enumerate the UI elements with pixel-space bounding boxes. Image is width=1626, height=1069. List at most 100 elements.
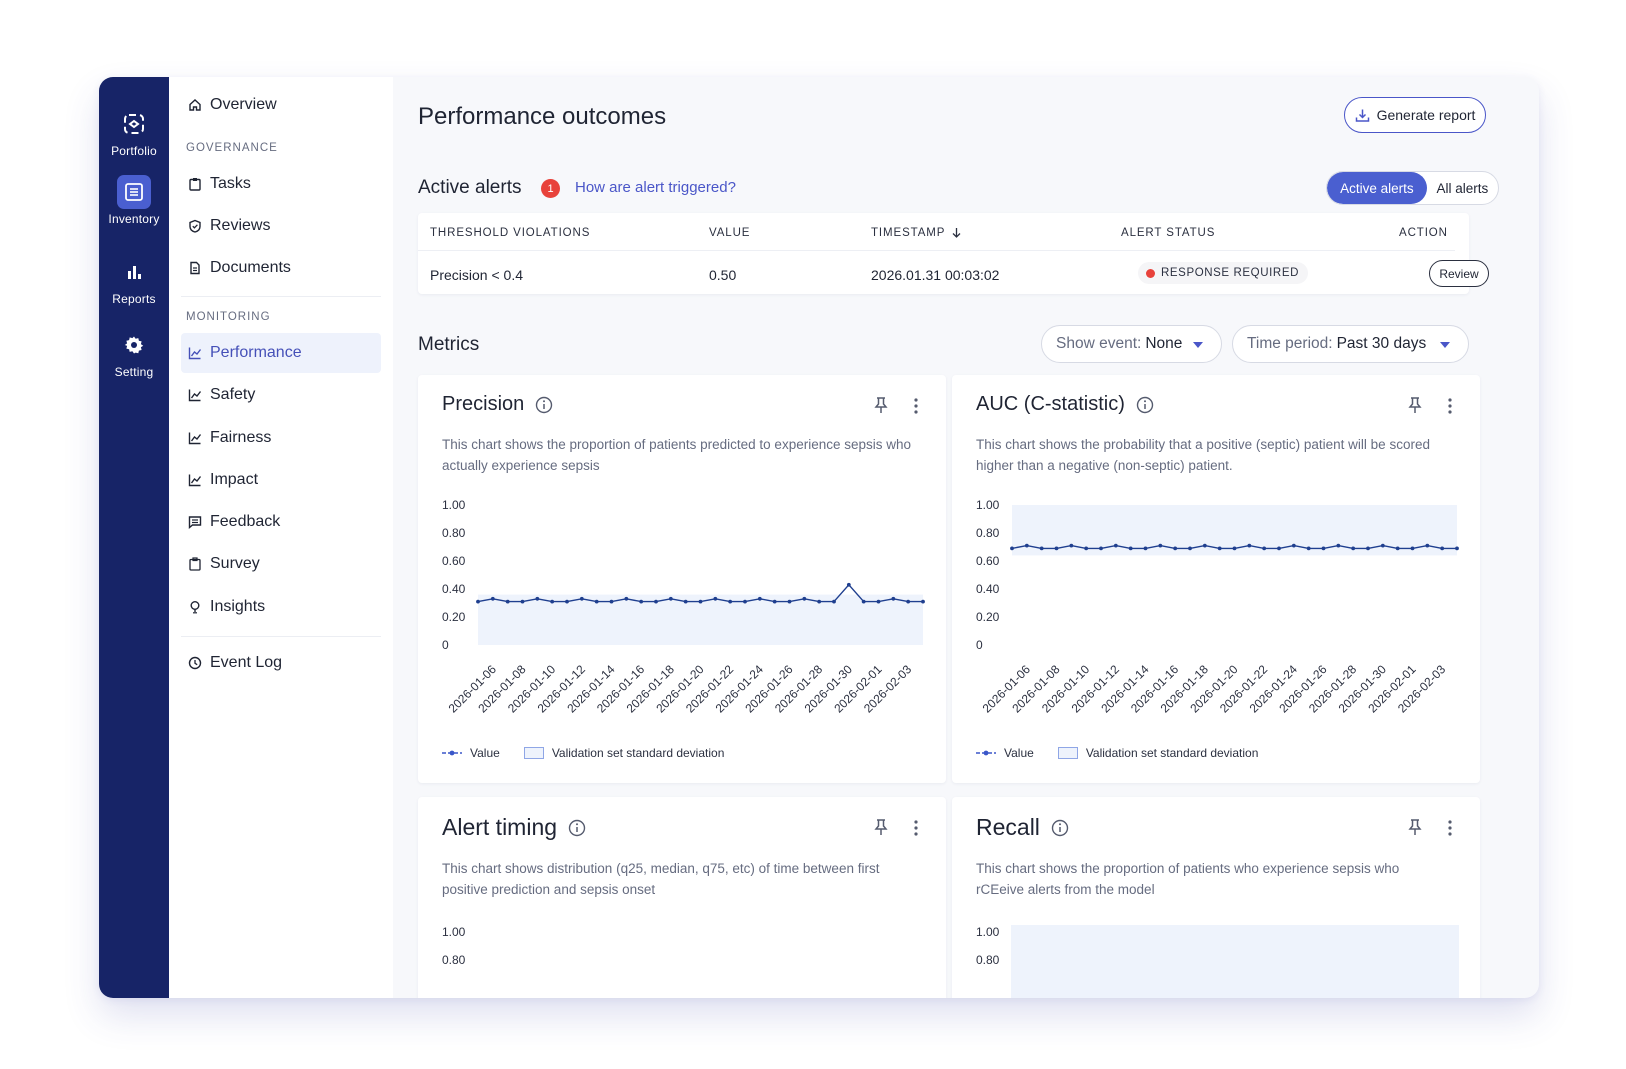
chevron-down-icon [1193,342,1203,348]
nav-item-reviews[interactable]: Reviews [181,206,381,246]
nav-item-performance[interactable]: Performance [181,333,381,373]
info-icon[interactable] [535,396,553,414]
active-alerts-title: Active alerts [418,177,522,198]
value-point [1425,543,1430,548]
sort-arrow-down-icon[interactable] [951,227,962,239]
value-point [1084,546,1089,551]
time-period-dropdown[interactable]: Time period: Past 30 days [1232,325,1469,363]
toggle-active-alerts[interactable]: Active alerts [1327,172,1427,204]
value-point [1247,543,1252,548]
card-description: This chart shows distribution (q25, medi… [442,861,880,897]
review-button[interactable]: Review [1429,260,1489,287]
alert-help-link[interactable]: How are alert triggered? [575,179,736,196]
info-icon[interactable] [568,819,586,837]
chart-legend: Value Validation set standard deviation [976,746,1258,760]
value-point [891,596,896,601]
value-point [520,599,525,604]
value-point [861,599,866,604]
value-point [1291,543,1296,548]
legend-value-swatch [976,748,996,758]
alerts-table: THRESHOLD VIOLATIONS VALUE TIMESTAMP ALE… [418,213,1489,294]
value-point [1440,546,1445,551]
value-point [921,599,925,604]
status-dot-icon [1146,268,1155,278]
card-title-label: Recall [976,814,1040,840]
legend-value-label: Value [470,746,500,760]
show-event-dropdown[interactable]: Show event: None [1041,325,1222,363]
more-vertical-icon[interactable] [908,819,924,837]
more-vertical-icon[interactable] [1442,819,1458,837]
nav-item-fairness[interactable]: Fairness [181,418,381,458]
card-title-label: AUC (C-statistic) [976,393,1125,415]
y-tick-label: 0.60 [442,554,466,568]
pin-icon[interactable] [1407,818,1423,836]
column-header-label: ACTION [1399,227,1448,239]
nav-divider [181,296,381,297]
cell-value: 0.50 [709,267,737,283]
status-label: RESPONSE REQUIRED [1161,267,1300,279]
nav-item-overview[interactable]: Overview [181,85,381,125]
nav-label-performance: Performance [210,344,302,361]
y-tick-label: 0.40 [442,582,466,596]
rail-item-reports[interactable]: Reports [99,255,169,306]
nav-item-event-log[interactable]: Event Log [181,643,381,683]
info-icon[interactable] [1136,396,1154,414]
value-point [1039,546,1044,551]
value-point [817,599,822,604]
download-icon [1355,108,1370,123]
value-point [1277,546,1281,551]
nav-label-documents: Documents [210,259,291,276]
value-point [1351,546,1356,551]
nav-label-safety: Safety [210,386,256,403]
rail-item-setting[interactable]: Setting [99,328,169,379]
value-point [1128,546,1133,551]
generate-report-label: Generate report [1376,107,1476,123]
metric-card-precision: Precision This chart shows the proportio… [418,375,946,783]
pin-icon[interactable] [873,818,889,836]
value-point [846,582,851,587]
value-point [728,599,733,604]
rail-item-inventory[interactable]: Inventory [99,175,169,226]
rail-item-portfolio[interactable]: Portfolio [99,107,169,158]
value-point [1380,543,1385,548]
info-icon[interactable] [1051,819,1069,837]
y-tick-label: 0.20 [442,610,466,624]
nav-item-insights[interactable]: Insights [181,587,381,627]
value-point [1455,546,1459,551]
value-point [832,599,836,604]
metric-card-auc: AUC (C-statistic) This chart shows the p… [952,375,1480,783]
line-chart-icon [188,388,202,402]
value-point [1366,546,1370,551]
main-content: Performance outcomes Generate report Act… [393,77,1539,998]
y-tick-label: 0.80 [442,526,466,540]
bar-chart-icon [117,255,151,289]
column-header-timestamp[interactable]: TIMESTAMP [871,227,962,239]
value-point [1410,546,1415,551]
value-point [579,596,584,601]
line-chart-icon [188,473,202,487]
rail-label-inventory: Inventory [108,212,160,226]
nav-item-documents[interactable]: Documents [181,248,381,288]
nav-item-tasks[interactable]: Tasks [181,164,381,204]
column-header-violations: THRESHOLD VIOLATIONS [430,227,590,239]
status-badge: RESPONSE REQUIRED [1138,262,1309,284]
y-tick-label: 0.40 [976,582,1000,596]
pin-icon[interactable] [1407,396,1423,414]
value-point [683,599,688,604]
inventory-icon [117,175,151,209]
value-point [476,599,480,604]
nav-section-monitoring: MONITORING [186,311,271,323]
nav-item-survey[interactable]: Survey [181,544,381,584]
nav-item-impact[interactable]: Impact [181,460,381,500]
more-vertical-icon[interactable] [908,397,924,415]
nav-item-safety[interactable]: Safety [181,375,381,415]
pin-icon[interactable] [873,396,889,414]
generate-report-button[interactable]: Generate report [1344,97,1486,133]
more-vertical-icon[interactable] [1442,397,1458,415]
value-point [1306,546,1311,551]
card-title: Alert timing [442,814,586,841]
toggle-all-alerts[interactable]: All alerts [1436,180,1489,196]
nav-item-feedback[interactable]: Feedback [181,502,381,542]
metric-card-recall: Recall This chart shows the proportion o… [952,797,1480,998]
value-point [609,599,614,604]
